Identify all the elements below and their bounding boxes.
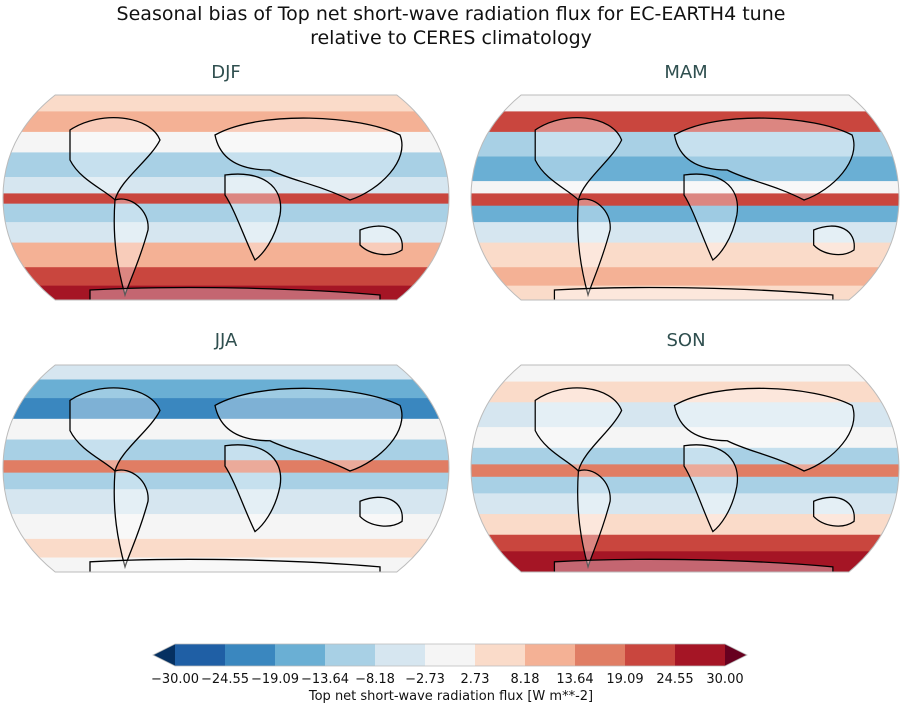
bias-band [471, 205, 899, 224]
colorbar-segment [625, 644, 676, 666]
colorbar-tick-label: −19.09 [250, 672, 300, 687]
figure-title-line2: relative to CERES climatology [310, 27, 592, 49]
bias-band [471, 402, 899, 429]
colorbar-segment [275, 644, 326, 666]
bias-band [471, 156, 899, 183]
coastline [113, 198, 149, 298]
bias-band [471, 381, 899, 404]
bias-band [3, 398, 449, 420]
colorbar-segment [675, 644, 726, 666]
bias-band [471, 111, 899, 133]
colorbar [152, 643, 748, 667]
map-mam [470, 94, 900, 301]
bias-band [471, 514, 899, 536]
map-jja [2, 364, 450, 573]
colorbar-tick-label: 19.09 [606, 672, 644, 687]
panel-title-jja: JJA [214, 330, 238, 351]
coastline [813, 225, 855, 256]
map-son [470, 364, 900, 573]
bias-band [3, 267, 449, 287]
map-djf [2, 94, 450, 301]
colorbar-tick-label: 2.73 [460, 672, 490, 687]
colorbar-segment [425, 644, 476, 666]
bias-band [471, 181, 899, 195]
bias-band [3, 538, 449, 559]
colorbar-tick-label: 24.55 [656, 672, 694, 687]
coastline [553, 558, 834, 572]
coastline [534, 387, 623, 473]
coastline [224, 444, 282, 533]
colorbar-segment [175, 644, 226, 666]
bias-band [3, 111, 449, 133]
bias-band [471, 267, 899, 287]
coastline [113, 469, 149, 570]
coastline [214, 387, 403, 472]
bias-band [3, 489, 449, 516]
bias-band [3, 131, 449, 154]
coastline [359, 496, 403, 527]
coastline [813, 496, 855, 527]
coastline [214, 117, 403, 201]
map-boundary [2, 94, 450, 301]
bias-band [3, 203, 449, 224]
colorbar-tick-label: −30.00 [150, 672, 200, 687]
bias-band [3, 242, 449, 269]
bias-band [3, 365, 449, 381]
coastline [69, 117, 161, 202]
colorbar-tick-label: −2.73 [405, 672, 445, 687]
panel-title-djf: DJF [211, 62, 241, 83]
colorbar-tick-label: −24.55 [200, 672, 250, 687]
map-boundary [470, 94, 900, 301]
figure-title-line1: Seasonal bias of Top net short-wave radi… [116, 3, 786, 25]
bias-band [471, 534, 899, 553]
bias-band [3, 439, 449, 462]
coastline [683, 173, 739, 261]
map-boundary [2, 364, 450, 573]
bias-band [3, 379, 449, 400]
coastline [534, 117, 623, 202]
colorbar-segment [375, 644, 426, 666]
panel-title-mam: MAM [664, 62, 708, 83]
colorbar-tick-label: −8.18 [355, 672, 395, 687]
coastline [69, 387, 161, 473]
bias-band [471, 242, 899, 269]
colorbar-segment [525, 644, 576, 666]
coastline [89, 286, 381, 300]
coastline [577, 198, 611, 298]
bias-band [3, 418, 449, 441]
colorbar-segment [575, 644, 626, 666]
colorbar-segment [225, 644, 276, 666]
coastline [673, 117, 855, 201]
colorbar-tick-label: 13.64 [556, 672, 594, 687]
bias-band [471, 427, 899, 449]
colorbar-tick-label: 30.00 [706, 672, 744, 687]
coastline [89, 558, 381, 572]
bias-band [3, 95, 449, 113]
colorbar-segment [325, 644, 376, 666]
coastline [673, 387, 855, 472]
colorbar-tick-label: −13.64 [300, 672, 350, 687]
bias-band [471, 551, 899, 572]
bias-band [471, 447, 899, 466]
bias-band [471, 365, 899, 383]
coastline [577, 469, 611, 570]
colorbar-extend-high [725, 644, 747, 666]
map-boundary [470, 364, 900, 573]
bias-band [3, 514, 449, 540]
coastline [359, 225, 403, 256]
bias-band [3, 177, 449, 195]
coastline [224, 173, 282, 261]
colorbar-segment [475, 644, 526, 666]
bias-band [471, 476, 899, 495]
coastline [553, 286, 834, 300]
panel-title-son: SON [666, 330, 706, 351]
coastline [683, 444, 739, 533]
colorbar-tick-label: 8.18 [510, 672, 540, 687]
bias-band [3, 193, 449, 205]
colorbar-label: Top net short-wave radiation flux [W m**… [308, 689, 594, 704]
bias-band [471, 95, 899, 113]
bias-band [3, 472, 449, 491]
bias-band [471, 131, 899, 158]
colorbar-extend-low [153, 644, 175, 666]
